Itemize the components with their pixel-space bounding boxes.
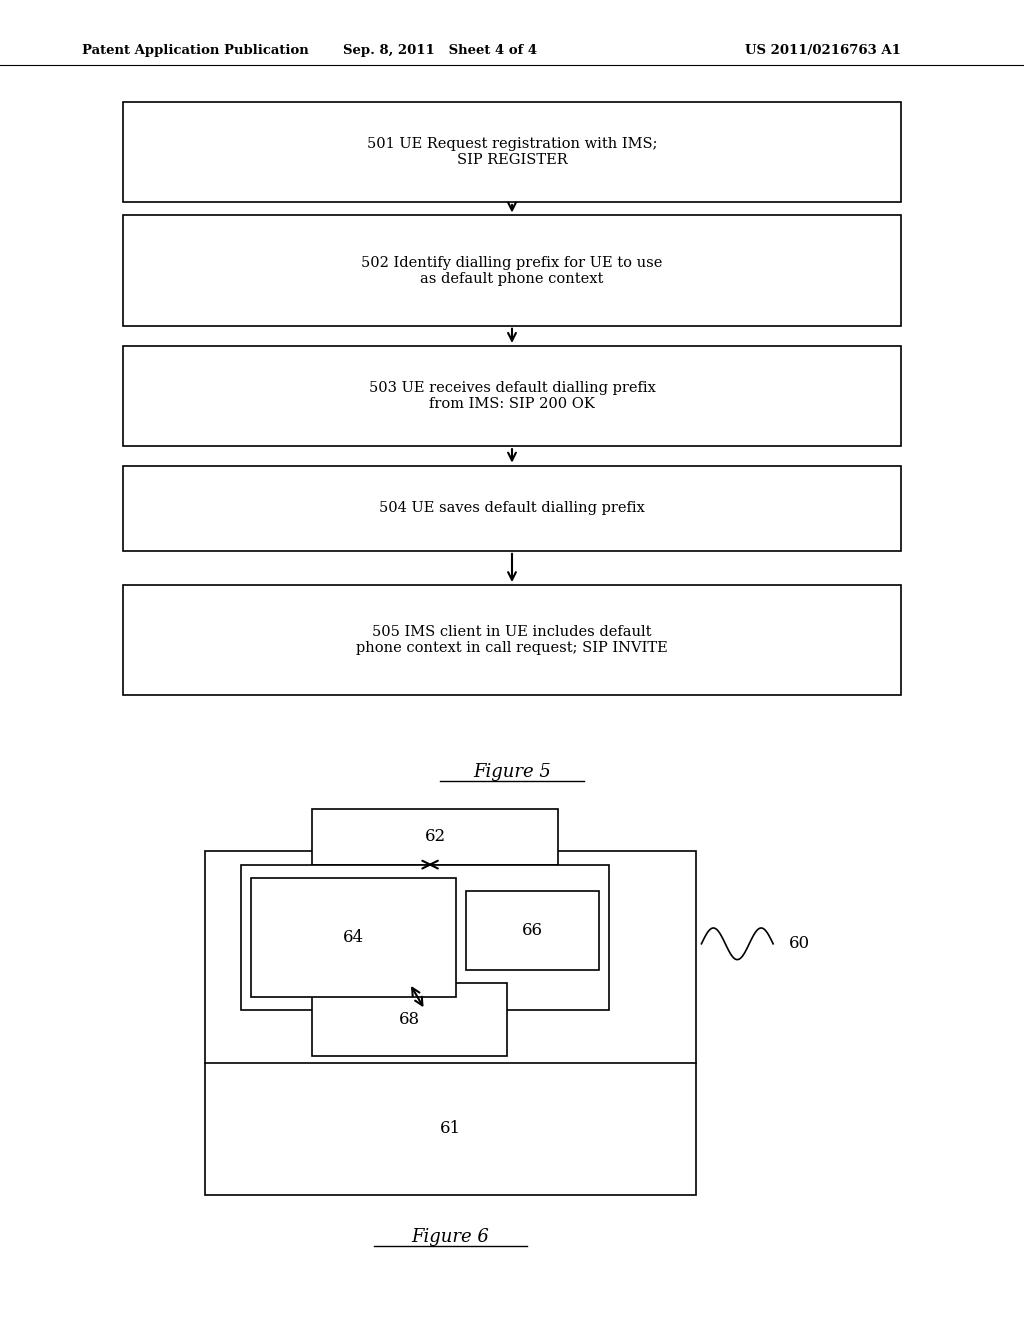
- Text: 505 IMS client in UE includes default
phone context in call request; SIP INVITE: 505 IMS client in UE includes default ph…: [356, 626, 668, 655]
- FancyBboxPatch shape: [123, 102, 901, 202]
- Bar: [251, 878, 456, 997]
- Text: Figure 5: Figure 5: [473, 763, 551, 781]
- Bar: [466, 891, 599, 970]
- Text: 61: 61: [440, 1121, 461, 1137]
- Text: 503 UE receives default dialling prefix
from IMS: SIP 200 OK: 503 UE receives default dialling prefix …: [369, 381, 655, 411]
- Bar: [312, 983, 507, 1056]
- Text: 64: 64: [343, 929, 364, 945]
- Text: Sep. 8, 2011   Sheet 4 of 4: Sep. 8, 2011 Sheet 4 of 4: [343, 44, 538, 57]
- Text: 66: 66: [522, 923, 543, 939]
- Bar: [312, 809, 558, 865]
- Bar: [205, 851, 696, 1195]
- FancyBboxPatch shape: [123, 585, 901, 696]
- Text: US 2011/0216763 A1: US 2011/0216763 A1: [745, 44, 901, 57]
- Text: Figure 6: Figure 6: [412, 1228, 489, 1246]
- Text: 504 UE saves default dialling prefix: 504 UE saves default dialling prefix: [379, 502, 645, 515]
- Bar: [241, 865, 609, 1010]
- Text: 502 Identify dialling prefix for UE to use
as default phone context: 502 Identify dialling prefix for UE to u…: [361, 256, 663, 285]
- Text: 501 UE Request registration with IMS;
SIP REGISTER: 501 UE Request registration with IMS; SI…: [367, 137, 657, 166]
- Text: 60: 60: [788, 936, 810, 952]
- FancyBboxPatch shape: [123, 346, 901, 446]
- FancyBboxPatch shape: [123, 215, 901, 326]
- Text: 62: 62: [425, 829, 445, 845]
- Text: 68: 68: [399, 1011, 420, 1028]
- FancyBboxPatch shape: [123, 466, 901, 550]
- Text: Patent Application Publication: Patent Application Publication: [82, 44, 308, 57]
